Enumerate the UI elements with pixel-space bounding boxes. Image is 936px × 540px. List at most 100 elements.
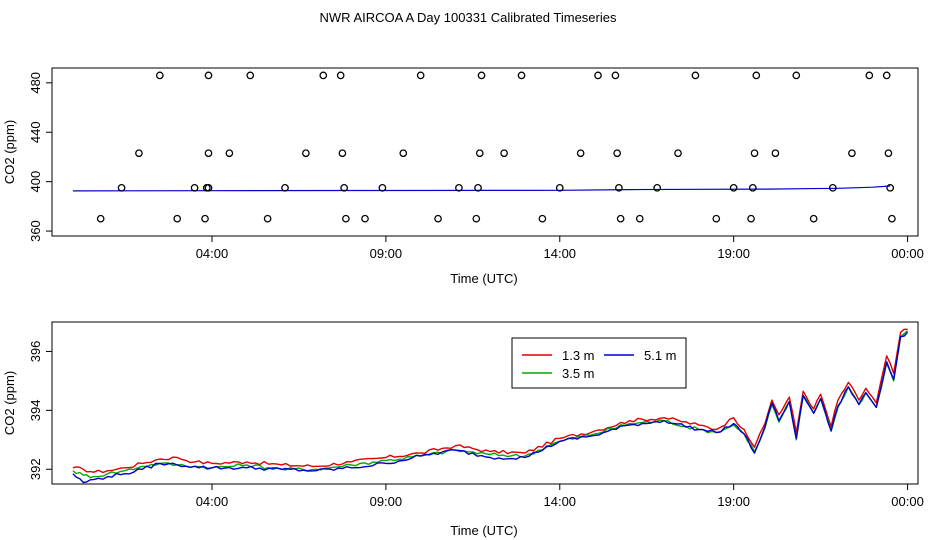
scatter-point	[635, 214, 644, 223]
scatter-point	[611, 71, 620, 80]
legend-box	[511, 337, 687, 389]
scatter-point	[865, 71, 874, 80]
line-y-axis: 392 394 396	[28, 341, 52, 480]
scatter-point	[828, 183, 837, 192]
line-series	[72, 328, 909, 484]
scatter-point	[340, 183, 348, 192]
scatter-point	[201, 214, 209, 223]
scatter-point	[848, 149, 856, 158]
scatter-point	[613, 149, 622, 158]
scatter-point	[155, 71, 164, 80]
series-line-3-5-m	[72, 330, 909, 479]
line-x-tick-label: 04:00	[196, 494, 229, 509]
scatter-point	[263, 214, 272, 223]
scatter-point	[500, 149, 508, 158]
scatter-point	[455, 183, 463, 192]
series-line-1-3-m	[72, 328, 908, 474]
scatter-point	[135, 149, 143, 158]
scatter-x-tick-label: 14:00	[544, 246, 577, 261]
line-y-tick-label: 394	[28, 400, 43, 422]
scatter-point	[204, 149, 213, 158]
scatter-point	[674, 149, 682, 158]
scatter-x-tick-label: 00:00	[891, 246, 924, 261]
scatter-point	[319, 71, 328, 80]
scatter-point	[336, 71, 345, 80]
scatter-y-tick-label: 480	[28, 72, 43, 94]
scatter-point	[594, 71, 602, 80]
scatter-point	[555, 183, 564, 192]
scatter-point	[615, 183, 623, 192]
scatter-point	[576, 149, 585, 158]
scatter-point	[771, 149, 780, 158]
scatter-point	[173, 214, 182, 223]
line-x-tick-label: 19:00	[717, 494, 750, 509]
scatter-point	[477, 71, 486, 80]
line-y-axis-label: CO2 (ppm)	[2, 371, 17, 435]
scatter-y-tick-label: 400	[28, 171, 43, 193]
line-panel: 04:00 09:00 14:00 19:00 00:00 392 394 396 Time…	[2, 321, 924, 538]
scatter-point	[474, 183, 482, 192]
figure-title: NWR AIRCOA A Day 100331 Calibrated Times…	[320, 10, 617, 25]
scatter-point	[342, 214, 350, 223]
legend-label-5-1m: 5.1 m	[644, 348, 677, 363]
line-y-tick-label: 396	[28, 341, 43, 363]
scatter-point	[475, 149, 484, 158]
scatter-x-tick-label: 19:00	[717, 246, 750, 261]
scatter-point	[434, 214, 442, 223]
scatter-point	[378, 183, 387, 192]
scatter-point	[416, 71, 425, 80]
scatter-panel: 04:00 09:00 14:00 19:00 00:00 360 400 440 480 T…	[2, 67, 924, 286]
legend: 1.3 m 3.5 m 5.1 m	[511, 337, 687, 389]
scatter-point	[750, 149, 759, 158]
scatter-x-tick-label: 04:00	[196, 246, 229, 261]
scatter-y-tick-label: 440	[28, 121, 43, 143]
scatter-point	[204, 71, 213, 80]
scatter-x-tick-label: 09:00	[370, 246, 403, 261]
scatter-point	[225, 149, 234, 158]
line-x-axis: 04:00 09:00 14:00 19:00 00:00	[196, 484, 924, 509]
scatter-point	[338, 149, 347, 158]
scatter-baseline-line	[72, 185, 891, 192]
scatter-point	[204, 183, 213, 192]
scatter-point	[281, 183, 289, 192]
scatter-point	[884, 149, 893, 158]
scatter-point	[190, 183, 199, 192]
scatter-y-axis: 360 400 440 480	[28, 72, 52, 242]
scatter-point	[517, 71, 526, 80]
scatter-plot-frame	[51, 67, 919, 237]
scatter-point	[653, 183, 662, 192]
scatter-point	[712, 214, 721, 223]
line-x-tick-label: 00:00	[891, 494, 924, 509]
scatter-point	[117, 183, 126, 192]
scatter-point	[747, 214, 755, 223]
scatter-point	[792, 71, 801, 80]
scatter-y-tick-label: 360	[28, 220, 43, 242]
series-line-5-1-m	[72, 331, 909, 484]
scatter-point	[616, 214, 625, 223]
scatter-point	[691, 71, 700, 80]
scatter-point	[809, 214, 818, 223]
line-x-tick-label: 09:00	[370, 494, 403, 509]
scatter-point	[538, 214, 547, 223]
scatter-point	[361, 214, 369, 223]
scatter-point	[752, 71, 761, 80]
line-x-axis-label: Time (UTC)	[450, 523, 517, 538]
scatter-y-axis-label: CO2 (ppm)	[2, 120, 17, 184]
line-y-tick-label: 392	[28, 458, 43, 480]
scatter-point	[399, 149, 408, 158]
line-x-tick-label: 14:00	[544, 494, 577, 509]
scatter-point	[748, 183, 757, 192]
scatter-x-axis: 04:00 09:00 14:00 19:00 00:00	[196, 236, 924, 261]
scatter-point	[888, 214, 896, 223]
scatter-points	[72, 71, 896, 223]
scatter-point	[472, 214, 481, 223]
scatter-point	[882, 71, 891, 80]
legend-label-1-3m: 1.3 m	[562, 348, 595, 363]
scatter-point	[96, 214, 105, 223]
scatter-x-axis-label: Time (UTC)	[450, 271, 517, 286]
scatter-point	[886, 183, 895, 192]
scatter-point	[729, 183, 738, 192]
line-plot-frame	[51, 321, 919, 485]
scatter-point	[246, 71, 255, 80]
